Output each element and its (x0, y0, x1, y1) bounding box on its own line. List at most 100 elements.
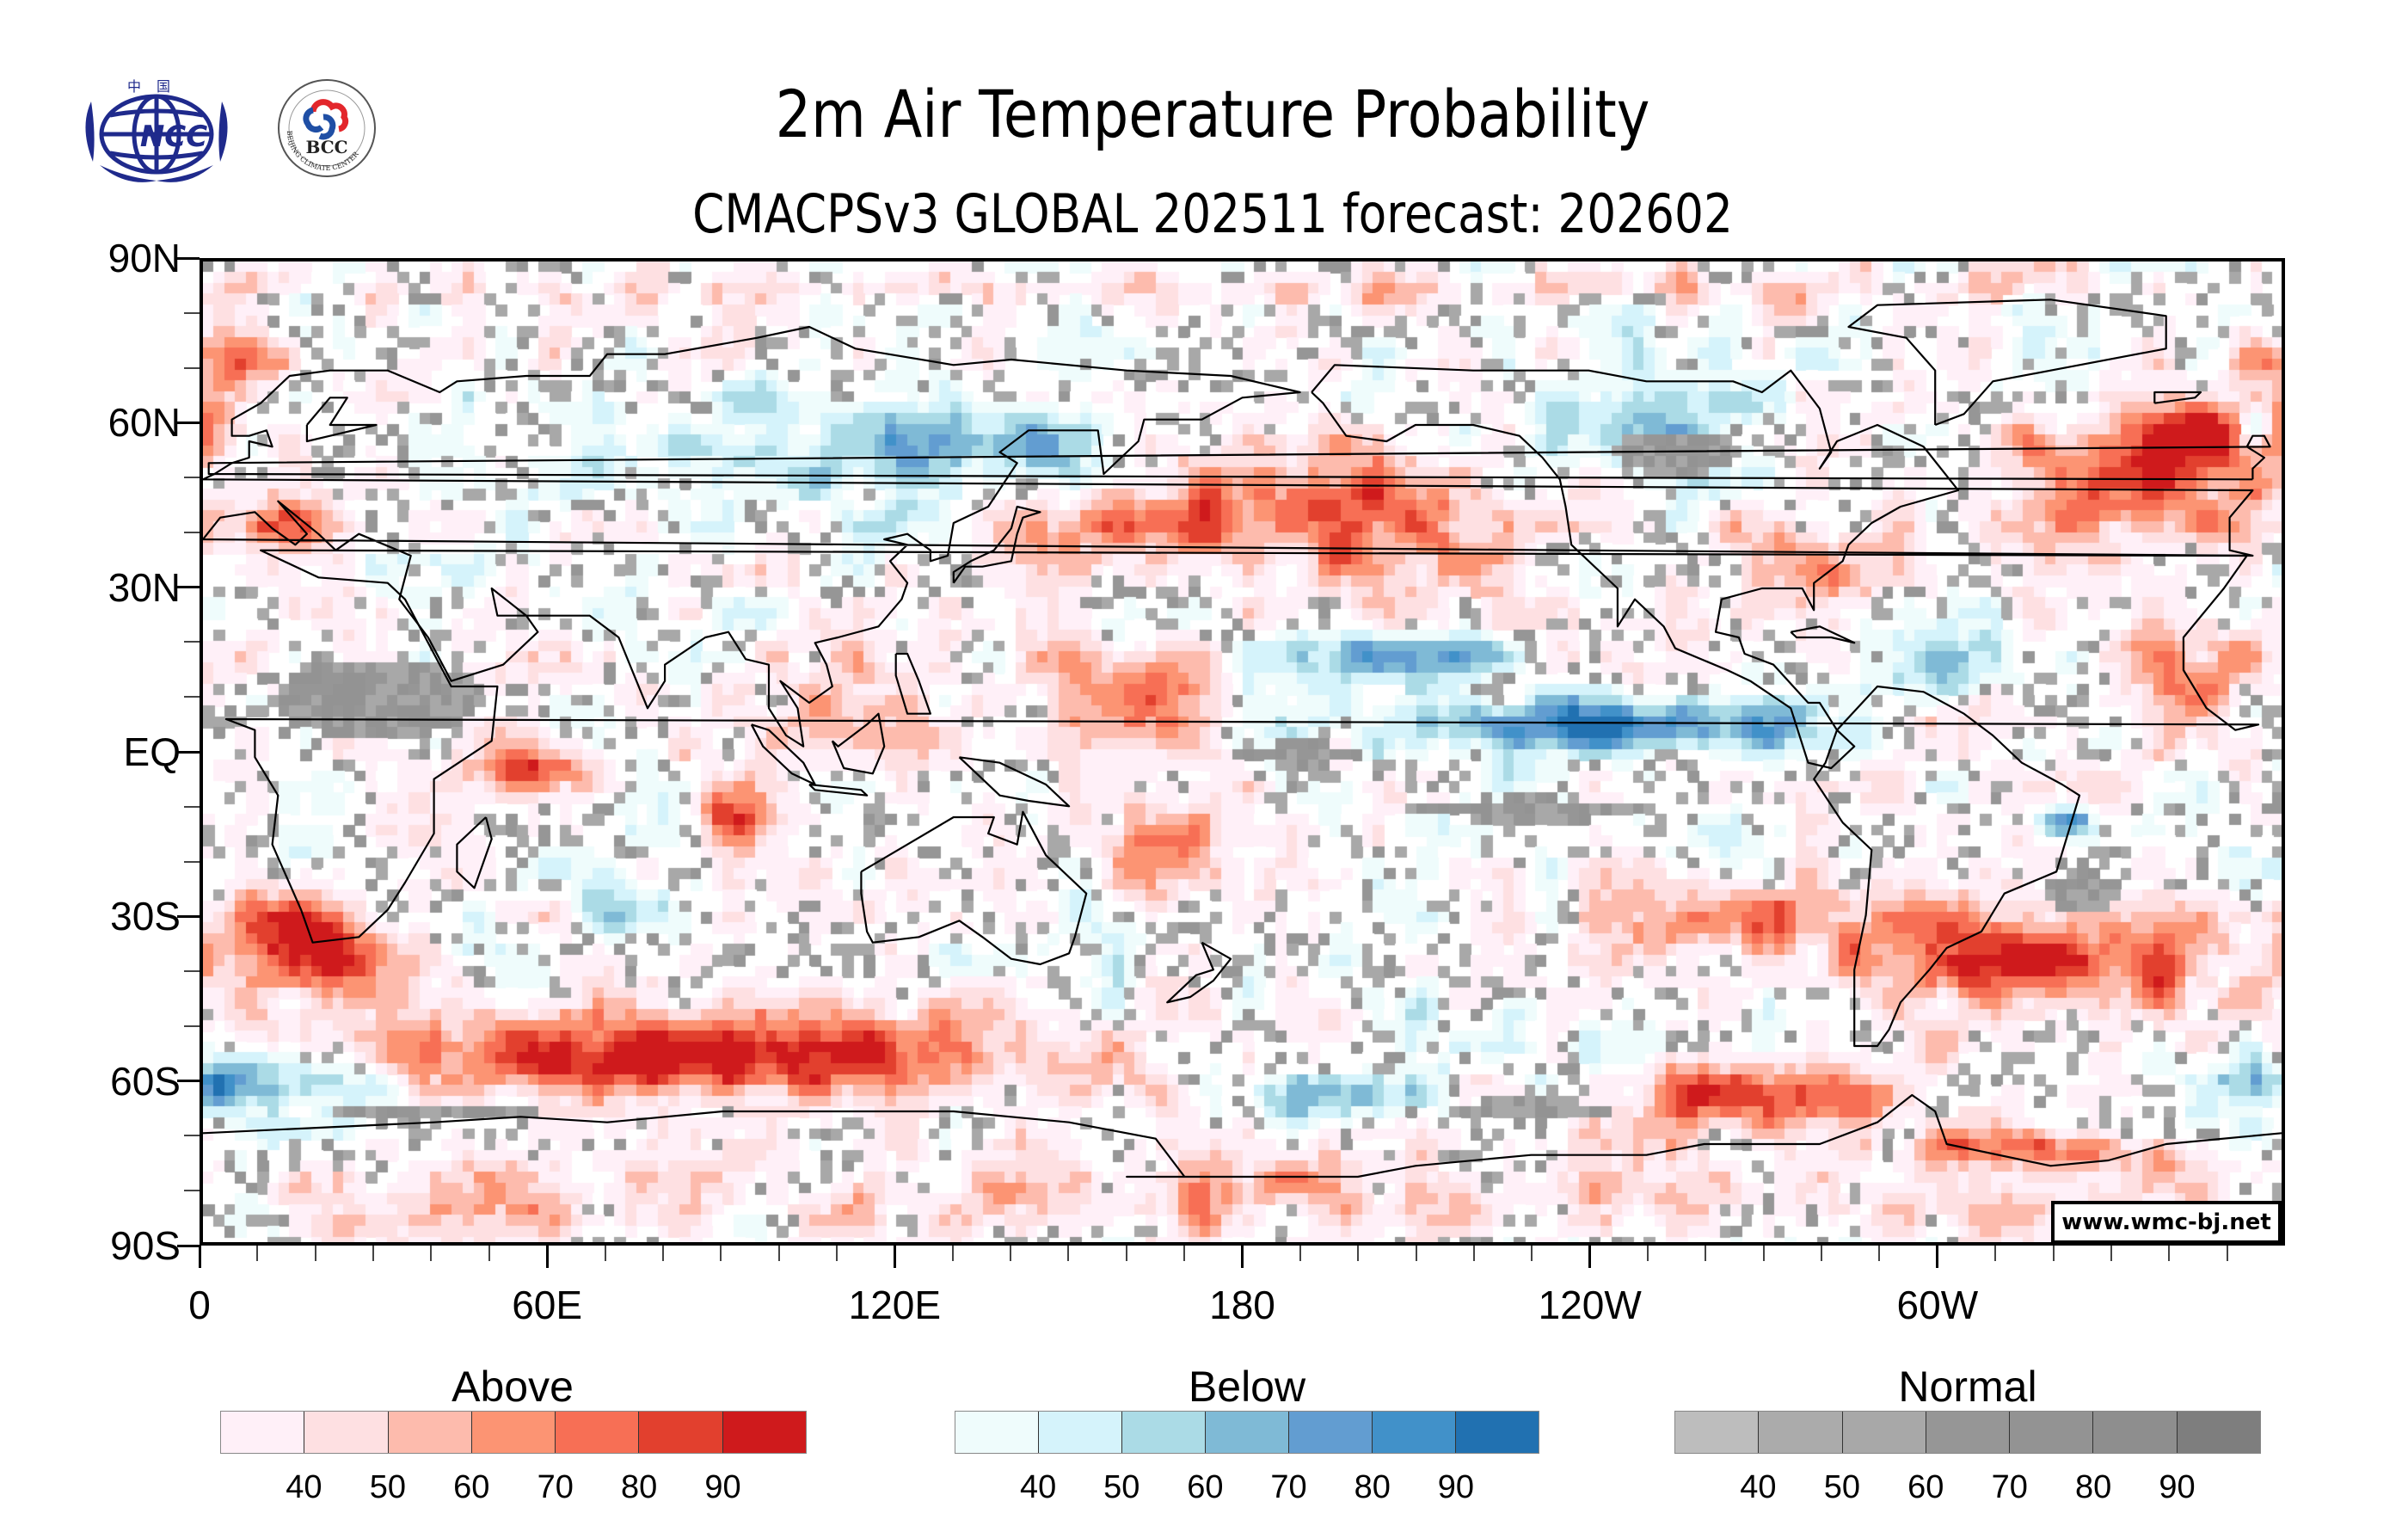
colorbar-above-label: 40 (286, 1469, 322, 1505)
lon-label: 120E (848, 1283, 942, 1327)
lon-minor-tick (1531, 1246, 1533, 1261)
lon-minor-tick (1821, 1246, 1823, 1261)
lat-label: 60N (108, 400, 181, 446)
colorbar-below-label: 90 (1437, 1469, 1474, 1505)
lon-major-tick (1241, 1246, 1244, 1268)
legend-below-title: Below (1188, 1363, 1306, 1411)
legend-normal-title: Normal (1898, 1363, 2037, 1411)
lon-minor-tick (1357, 1246, 1360, 1261)
ncc-logo-caption: 中国 (127, 78, 186, 95)
lon-minor-tick (1125, 1246, 1127, 1261)
colorbar-normal-label: 80 (2075, 1469, 2112, 1505)
colorbar-above-swatch (471, 1412, 556, 1453)
lon-minor-tick (2110, 1246, 2112, 1261)
lat-minor-tick (184, 970, 200, 973)
credit-label: www.wmc-bj.net (2051, 1201, 2282, 1244)
lon-minor-tick (488, 1246, 490, 1261)
lon-minor-tick (777, 1246, 780, 1261)
lat-minor-tick (184, 696, 200, 698)
lat-minor-tick (184, 1190, 200, 1192)
colorbar-normal-swatch (1926, 1412, 2011, 1453)
lat-major-tick (177, 586, 200, 589)
colorbar-above-swatch (388, 1412, 472, 1453)
lat-minor-tick (184, 860, 200, 863)
bcc-logo-text: BCC (305, 137, 347, 157)
south-america-coast (1813, 685, 2081, 1048)
colorbar-normal-label: 40 (1740, 1469, 1777, 1505)
lat-major-tick (177, 421, 200, 424)
sumatra-coast (750, 723, 816, 786)
lat-major-tick (177, 256, 200, 260)
colorbar-below-swatch (955, 1412, 1039, 1453)
new-guinea-coast (958, 756, 1071, 808)
greenland-coast (1847, 298, 2167, 427)
philippines-coast (894, 652, 932, 715)
ncc-logo: NCC 中国 (85, 78, 228, 182)
colorbar-below-label: 70 (1270, 1469, 1307, 1505)
colorbar-above-label: 70 (537, 1469, 574, 1505)
lon-major-tick (198, 1246, 201, 1268)
australia-coast (860, 810, 1088, 966)
colorbar-normal-label: 90 (2159, 1469, 2196, 1505)
lon-minor-tick (835, 1246, 838, 1261)
colorbar-normal-swatch (2093, 1412, 2178, 1453)
colorbar-below-label: 50 (1103, 1469, 1140, 1505)
java-coast (808, 783, 869, 797)
lat-label: 30N (108, 564, 181, 610)
lat-major-tick (177, 1244, 200, 1247)
cuba-coast (1790, 625, 1856, 644)
africa-coast (224, 549, 2260, 944)
lat-minor-tick (184, 1135, 200, 1137)
iceland-coast (2153, 391, 2202, 404)
north-america-coast (1311, 364, 1960, 770)
colorbar-normal-swatch (1759, 1412, 1843, 1453)
lon-minor-tick (1878, 1246, 1881, 1261)
lon-label: 60E (512, 1283, 583, 1327)
colorbar-above-swatch (304, 1412, 389, 1453)
lon-minor-tick (2226, 1246, 2228, 1261)
colorbar-above-swatch (556, 1412, 640, 1453)
colorbar-normal-label: 50 (1823, 1469, 1860, 1505)
lon-minor-tick (951, 1246, 954, 1261)
probability-map (200, 258, 2285, 1246)
lat-label: 90S (110, 1223, 181, 1268)
eurasia-coast (203, 325, 2254, 748)
colorbar-below-label: 60 (1187, 1469, 1224, 1505)
colorbar-above-swatch (722, 1412, 806, 1453)
colorbar-above-label: 60 (453, 1469, 490, 1505)
lon-label: 120W (1538, 1283, 1642, 1327)
coastlines (203, 298, 2282, 1178)
lon-minor-tick (314, 1246, 316, 1261)
scandinavia-gulf (305, 397, 378, 443)
lon-label: 180 (1209, 1283, 1275, 1327)
ncc-logo-text: NCC (140, 120, 207, 154)
colorbar-below-swatch (1373, 1412, 1456, 1453)
colorbar-below-swatch (1456, 1412, 1539, 1453)
japan-coast (952, 505, 1041, 584)
borneo-coast (831, 712, 886, 775)
lat-minor-tick (184, 311, 200, 314)
nz-coast (1166, 941, 1232, 1004)
lat-label: 90N (108, 236, 181, 280)
colorbar-below-label: 80 (1354, 1469, 1391, 1505)
lon-major-tick (1588, 1246, 1592, 1268)
colorbar-below-swatch (1289, 1412, 1373, 1453)
colorbar-above-swatch (221, 1412, 305, 1453)
lon-minor-tick (1994, 1246, 1997, 1261)
colorbar-normal-swatch (1842, 1412, 1926, 1453)
lat-minor-tick (184, 531, 200, 533)
lat-major-tick (177, 750, 200, 754)
colorbar-below-label: 40 (1020, 1469, 1057, 1505)
colorbar-normal-swatch (2010, 1412, 2094, 1453)
lon-minor-tick (2052, 1246, 2055, 1261)
lon-minor-tick (2168, 1246, 2171, 1261)
legend-above-title: Above (452, 1363, 574, 1411)
lat-minor-tick (184, 641, 200, 643)
lon-minor-tick (661, 1246, 664, 1261)
colorbar-normal-swatch (2177, 1412, 2260, 1453)
colorbar-above (220, 1411, 807, 1454)
lon-minor-tick (1472, 1246, 1475, 1261)
colorbar-normal-label: 70 (1991, 1469, 2028, 1505)
colorbar-normal-label: 60 (1907, 1469, 1944, 1505)
colorbar-below-swatch (1122, 1412, 1206, 1453)
